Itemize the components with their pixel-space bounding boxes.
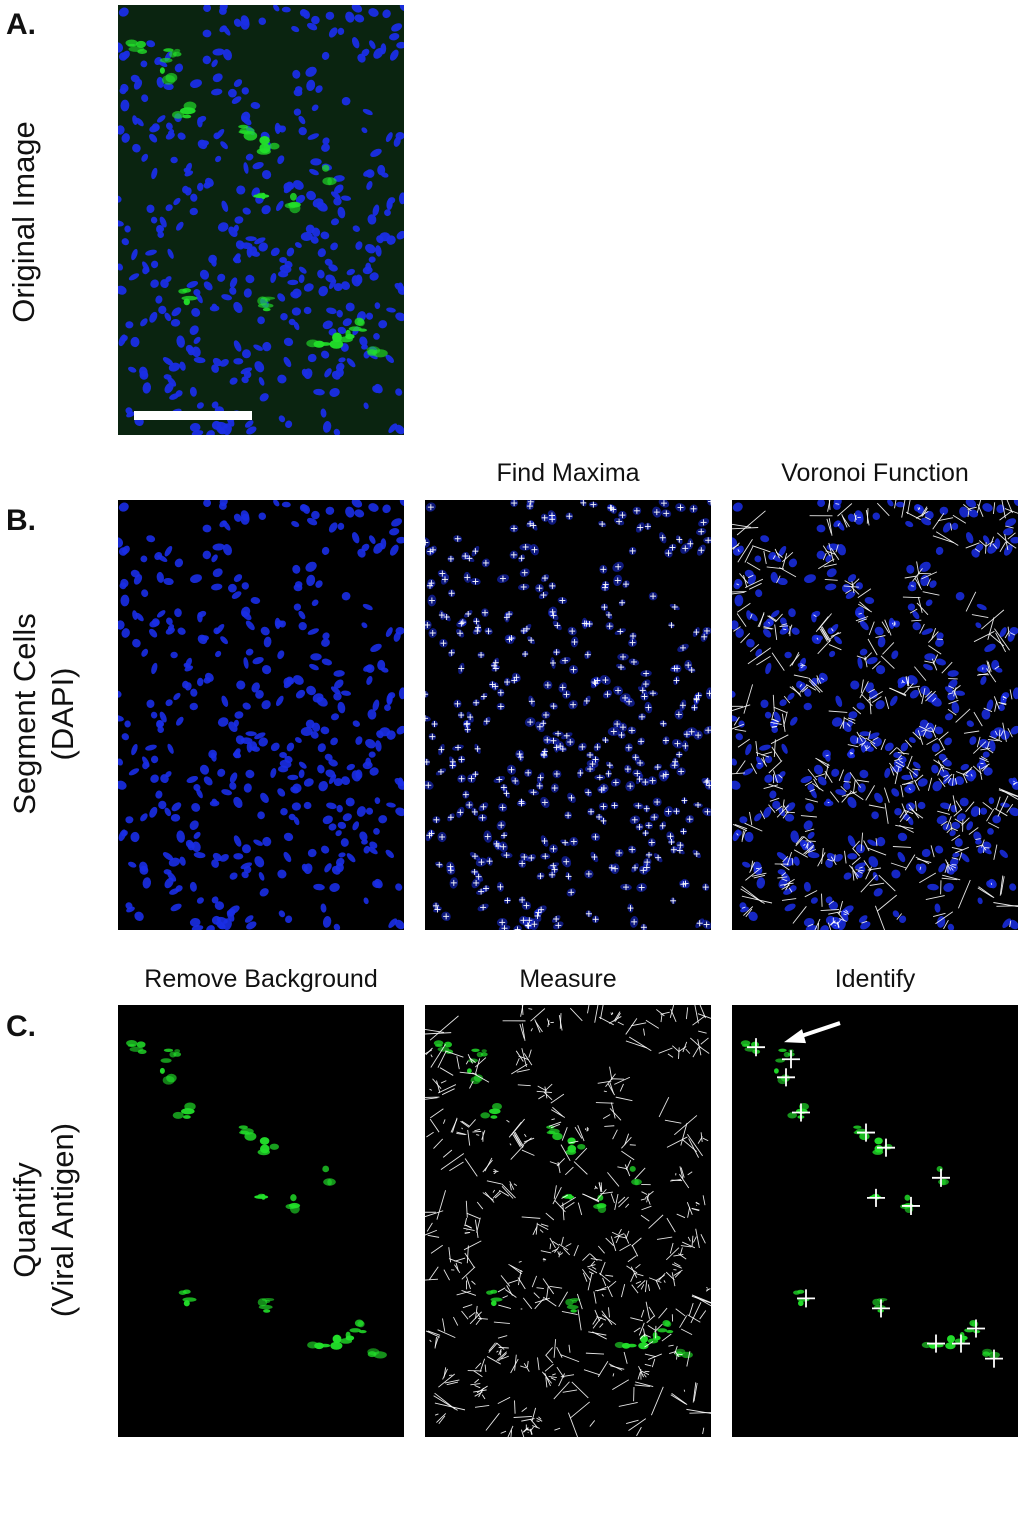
micrograph-canvas <box>732 500 1018 930</box>
panel-remove-background <box>118 1005 404 1437</box>
panel-dapi <box>118 500 404 930</box>
panel-original-image <box>118 5 404 435</box>
panel-measure <box>425 1005 711 1437</box>
panel-find-maxima <box>425 500 711 930</box>
panel-identify <box>732 1005 1018 1437</box>
title-remove-background: Remove Background <box>116 967 406 992</box>
title-find-maxima: Find Maxima <box>423 461 713 486</box>
title-measure: Measure <box>423 967 713 992</box>
micrograph-canvas <box>425 1005 711 1437</box>
title-voronoi-function: Voronoi Function <box>730 461 1020 486</box>
micrograph-canvas <box>732 1005 1018 1437</box>
panel-voronoi-function <box>732 500 1018 930</box>
micrograph-canvas <box>425 500 711 930</box>
row-label-c-line1: Quantify <box>6 920 44 1520</box>
micrograph-canvas <box>118 5 404 435</box>
micrograph-canvas <box>118 500 404 930</box>
title-identify: Identify <box>730 967 1020 992</box>
row-label-c-line2: (Viral Antigen) <box>44 920 82 1520</box>
scale-bar <box>134 411 252 420</box>
row-label-c: Quantify (Viral Antigen) <box>6 920 82 1520</box>
micrograph-canvas <box>118 1005 404 1437</box>
